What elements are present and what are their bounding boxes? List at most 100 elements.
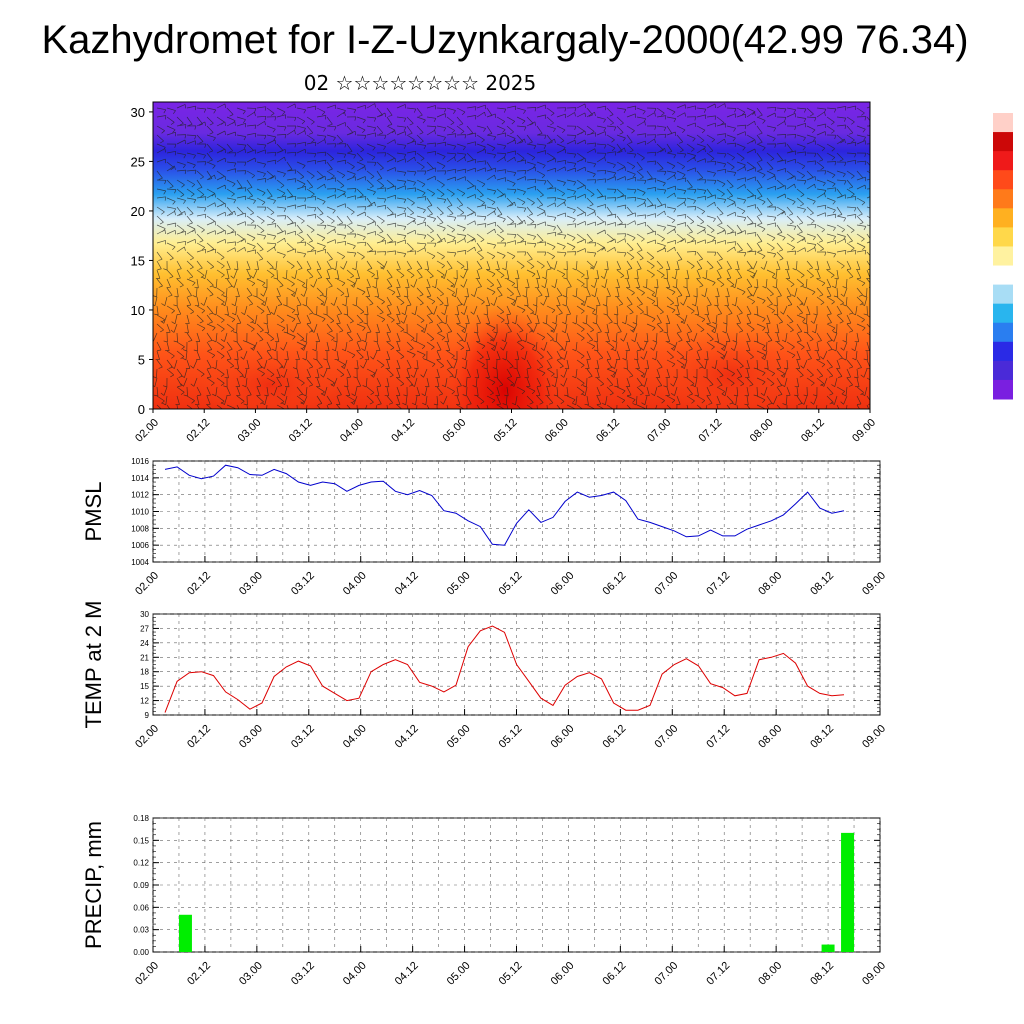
section-y-tick-label: 30 bbox=[131, 105, 145, 120]
section-y-tick-label: 15 bbox=[131, 253, 145, 268]
temp-panel-y-tick-label: 21 bbox=[140, 653, 149, 662]
precip-panel-bar bbox=[821, 944, 835, 952]
temp-panel-x-tick-label: 07.00 bbox=[652, 723, 680, 751]
colorbar-swatch bbox=[993, 379, 1013, 400]
section-x-tick-label: 04.00 bbox=[338, 417, 366, 445]
colorbar-swatch bbox=[993, 284, 1013, 305]
section-x-tick-label: 02.00 bbox=[133, 417, 161, 445]
colorbar-swatch bbox=[993, 170, 1013, 190]
precip-panel-x-tick-label: 02.12 bbox=[185, 960, 213, 988]
colorbar-swatch bbox=[993, 227, 1013, 247]
pmsl-panel-y-tick-label: 1004 bbox=[131, 558, 149, 567]
temp-panel-y-tick-label: 30 bbox=[140, 610, 149, 619]
temp-panel-x-tick-label: 03.12 bbox=[289, 723, 317, 751]
temp-panel-x-tick-label: 06.00 bbox=[549, 723, 577, 751]
pmsl-panel-x-tick-label: 06.00 bbox=[549, 570, 577, 598]
pmsl-panel-x-tick-label: 03.00 bbox=[237, 570, 265, 598]
precip-panel-x-tick-label: 07.12 bbox=[704, 960, 732, 988]
pmsl-panel-y-tick-label: 1012 bbox=[131, 491, 149, 500]
section-x-tick-label: 07.12 bbox=[697, 417, 725, 445]
pmsl-panel-x-tick-label: 05.00 bbox=[445, 570, 473, 598]
section-x-tick-label: 06.00 bbox=[543, 417, 571, 445]
precip-panel-x-tick-label: 06.00 bbox=[549, 960, 577, 988]
section-x-tick-label: 03.12 bbox=[287, 417, 315, 445]
section-y-tick-label: 10 bbox=[131, 303, 145, 318]
temp-panel-y-tick-label: 24 bbox=[140, 639, 149, 648]
pmsl-panel-y-tick-label: 1016 bbox=[131, 457, 149, 466]
section-y-tick-label: 0 bbox=[138, 402, 145, 417]
colorbar-swatch bbox=[993, 208, 1013, 228]
precip-panel-x-tick-label: 09.00 bbox=[860, 960, 888, 988]
temp-panel-x-tick-label: 04.00 bbox=[341, 723, 369, 751]
colorbar-swatch bbox=[993, 132, 1013, 152]
precip-panel-x-tick-label: 06.12 bbox=[601, 960, 629, 988]
section-y-tick-label: 5 bbox=[138, 352, 145, 367]
temp-panel-y-tick-label: 27 bbox=[140, 624, 149, 633]
chart-subtitle: 02 ☆☆☆☆☆☆☆☆ 2025 bbox=[303, 71, 537, 95]
temp-panel-y-tick-label: 15 bbox=[140, 682, 149, 691]
temp-panel-series-line bbox=[164, 625, 845, 713]
section-x-tick-label: 06.12 bbox=[594, 417, 622, 445]
temp-panel-y-tick-label: 18 bbox=[140, 668, 149, 677]
temp-panel-x-tick-label: 08.00 bbox=[756, 723, 784, 751]
colorbar-swatch bbox=[993, 322, 1013, 343]
precip-panel-y-tick-label: 0.06 bbox=[133, 903, 149, 912]
section-panel: 0 5 10 15 20 25 30 02.00 02.12 03.00 03.12 04.00 04.… bbox=[131, 101, 878, 445]
temp-panel-x-tick-label: 04.12 bbox=[393, 723, 421, 751]
section-x-tick-label: 08.00 bbox=[748, 417, 776, 445]
colorbar-swatch bbox=[993, 265, 1013, 286]
precip-panel-y-tick-label: 0.09 bbox=[133, 881, 149, 890]
pmsl-panel-x-tick-label: 07.12 bbox=[704, 570, 732, 598]
section-x-tick-label: 05.12 bbox=[492, 417, 520, 445]
colorbar-swatch bbox=[993, 360, 1013, 381]
precip-panel-y-tick-label: 0.15 bbox=[133, 836, 149, 845]
temp-panel-x-tick-label: 05.00 bbox=[445, 723, 473, 751]
colorbar-swatch bbox=[993, 151, 1013, 171]
precip-panel-x-tick-label: 02.00 bbox=[133, 960, 161, 988]
colorbar bbox=[993, 113, 1013, 400]
section-x-tick-label: 03.00 bbox=[236, 417, 264, 445]
temp-panel-x-tick-label: 07.12 bbox=[704, 723, 732, 751]
pmsl-panel-x-tick-label: 07.00 bbox=[652, 570, 680, 598]
precip-panel-bar bbox=[178, 914, 192, 952]
precip-panel-x-tick-label: 08.00 bbox=[756, 960, 784, 988]
pmsl-panel-series-line bbox=[164, 464, 845, 546]
temp-panel-x-tick-label: 08.12 bbox=[808, 723, 836, 751]
precip-panel-x-tick-label: 05.12 bbox=[497, 960, 525, 988]
pmsl-panel-x-tick-label: 04.12 bbox=[393, 570, 421, 598]
colorbar-swatch bbox=[993, 246, 1013, 267]
wind-barbs bbox=[153, 103, 870, 409]
precip-panel-y-tick-label: 0.18 bbox=[133, 814, 149, 823]
pmsl-panel-y-tick-label: 1006 bbox=[131, 541, 149, 550]
temp-panel-y-tick-label: 12 bbox=[140, 697, 149, 706]
temp-panel-y-tick-label: 9 bbox=[145, 711, 150, 720]
colorbar-swatch bbox=[993, 303, 1013, 324]
temp-panel-x-tick-label: 06.12 bbox=[601, 723, 629, 751]
pmsl-panel-ylabel: PMSL bbox=[81, 482, 106, 542]
precip-panel-y-tick-label: 0.12 bbox=[133, 859, 149, 868]
precip-panel-x-tick-label: 04.00 bbox=[341, 960, 369, 988]
pmsl-panel-x-tick-label: 05.12 bbox=[497, 570, 525, 598]
pmsl-panel-x-tick-label: 04.00 bbox=[341, 570, 369, 598]
colorbar-swatch bbox=[993, 341, 1013, 362]
pmsl-panel: 1004 1006 1008 1010 1012 1014 1016 02.00 02.12 03… bbox=[81, 457, 888, 598]
section-x-tick-label: 04.12 bbox=[389, 417, 417, 445]
precip-panel-x-tick-label: 03.12 bbox=[289, 960, 317, 988]
pmsl-panel-x-tick-label: 02.12 bbox=[185, 570, 213, 598]
precip-panel-ylabel: PRECIP, mm bbox=[81, 821, 106, 949]
pmsl-panel-x-tick-label: 02.00 bbox=[133, 570, 161, 598]
pmsl-panel-x-tick-label: 09.00 bbox=[860, 570, 888, 598]
precip-panel-bar bbox=[841, 832, 855, 952]
temp-panel-x-tick-label: 02.00 bbox=[133, 723, 161, 751]
pmsl-panel-x-tick-label: 08.12 bbox=[808, 570, 836, 598]
warm-core bbox=[445, 305, 565, 409]
section-x-tick-label: 07.00 bbox=[645, 417, 673, 445]
section-x-tick-label: 08.12 bbox=[799, 417, 827, 445]
pmsl-panel-x-tick-label: 03.12 bbox=[289, 570, 317, 598]
temp-panel-x-tick-label: 03.00 bbox=[237, 723, 265, 751]
chart-title: Kazhydromet for I-Z-Uzynkargaly-2000(42.… bbox=[41, 18, 969, 62]
section-x-tick-label: 02.12 bbox=[184, 417, 212, 445]
precip-panel-x-tick-label: 07.00 bbox=[652, 960, 680, 988]
colorbar-swatch bbox=[993, 113, 1013, 133]
